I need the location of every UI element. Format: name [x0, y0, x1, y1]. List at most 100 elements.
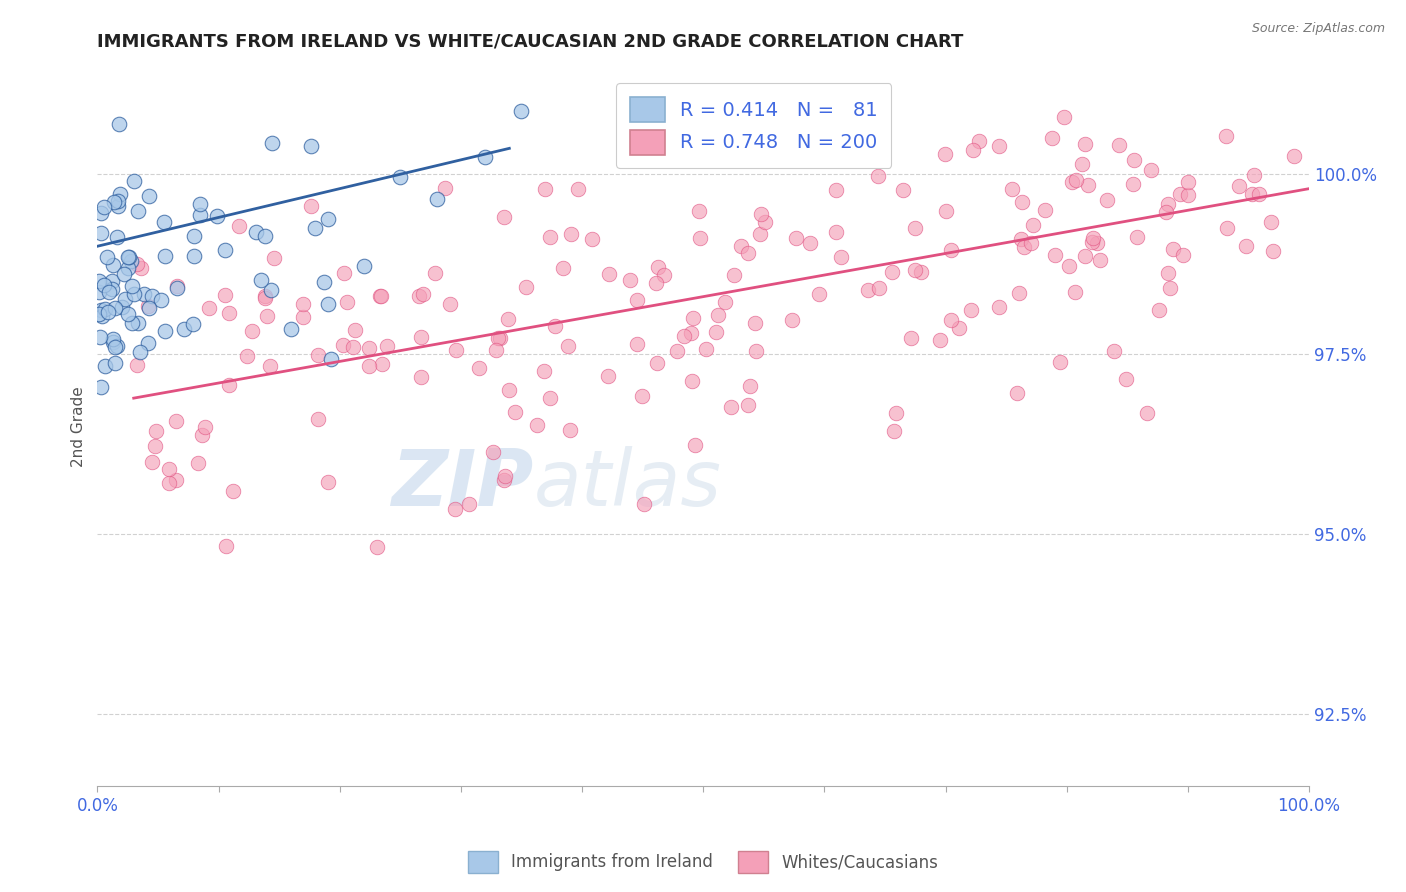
Point	[129, 345, 152, 359]
Point	[1156, 205, 1178, 219]
Point	[560, 423, 582, 437]
Point	[934, 147, 956, 161]
Point	[481, 445, 503, 459]
Point	[259, 359, 281, 374]
Point	[215, 539, 238, 553]
Point	[94, 301, 117, 316]
Point	[207, 210, 229, 224]
Point	[856, 283, 879, 297]
Point	[87, 306, 110, 320]
Point	[1123, 153, 1146, 168]
Point	[103, 258, 125, 272]
Point	[492, 473, 515, 487]
Point	[218, 378, 240, 392]
Point	[1073, 249, 1095, 263]
Point	[1104, 343, 1126, 358]
Point	[112, 267, 135, 281]
Point	[291, 310, 314, 324]
Point	[626, 337, 648, 351]
Point	[191, 427, 214, 442]
Point	[166, 279, 188, 293]
Point	[988, 138, 1011, 153]
Point	[316, 475, 339, 490]
Point	[1070, 156, 1092, 170]
Point	[121, 279, 143, 293]
Point	[129, 260, 152, 275]
Point	[619, 273, 641, 287]
Text: atlas: atlas	[533, 446, 721, 522]
Point	[433, 180, 456, 194]
Point	[1115, 372, 1137, 386]
Point	[737, 398, 759, 412]
Point	[122, 174, 145, 188]
Point	[1000, 182, 1022, 196]
Point	[647, 260, 669, 274]
Point	[960, 302, 983, 317]
Point	[214, 288, 236, 302]
Text: ZIP: ZIP	[391, 446, 533, 522]
Point	[370, 289, 392, 303]
Point	[1010, 232, 1032, 246]
Point	[132, 287, 155, 301]
Point	[538, 391, 561, 405]
Point	[1043, 248, 1066, 262]
Point	[1040, 131, 1063, 145]
Point	[104, 356, 127, 370]
Point	[280, 322, 302, 336]
Point	[1156, 266, 1178, 280]
Point	[165, 414, 187, 428]
Point	[96, 250, 118, 264]
Point	[935, 204, 957, 219]
Point	[498, 383, 520, 397]
Point	[1012, 240, 1035, 254]
Point	[485, 343, 508, 357]
Point	[1168, 186, 1191, 201]
Point	[412, 287, 434, 301]
Point	[598, 267, 620, 281]
Point	[1243, 168, 1265, 182]
Point	[316, 211, 339, 226]
Point	[505, 405, 527, 419]
Point	[408, 289, 430, 303]
Point	[730, 238, 752, 252]
Point	[181, 317, 204, 331]
Point	[720, 400, 742, 414]
Point	[688, 203, 710, 218]
Point	[1019, 235, 1042, 250]
Point	[103, 194, 125, 209]
Point	[1157, 196, 1180, 211]
Point	[104, 341, 127, 355]
Point	[652, 268, 675, 283]
Point	[1022, 218, 1045, 232]
Point	[253, 289, 276, 303]
Point	[1059, 259, 1081, 273]
Point	[704, 325, 727, 339]
Point	[117, 308, 139, 322]
Point	[553, 260, 575, 275]
Point	[368, 289, 391, 303]
Point	[97, 305, 120, 319]
Point	[749, 207, 772, 221]
Point	[939, 243, 962, 257]
Point	[333, 266, 356, 280]
Point	[253, 229, 276, 244]
Point	[138, 301, 160, 316]
Point	[799, 235, 821, 250]
Point	[375, 339, 398, 353]
Point	[127, 203, 149, 218]
Point	[125, 257, 148, 271]
Point	[824, 183, 846, 197]
Point	[87, 285, 110, 299]
Point	[307, 411, 329, 425]
Point	[1081, 235, 1104, 249]
Point	[228, 219, 250, 233]
Point	[111, 300, 134, 314]
Point	[145, 424, 167, 438]
Point	[153, 215, 176, 229]
Point	[98, 285, 121, 299]
Point	[830, 250, 852, 264]
Point	[1085, 236, 1108, 251]
Point	[630, 389, 652, 403]
Point	[1147, 302, 1170, 317]
Point	[188, 196, 211, 211]
